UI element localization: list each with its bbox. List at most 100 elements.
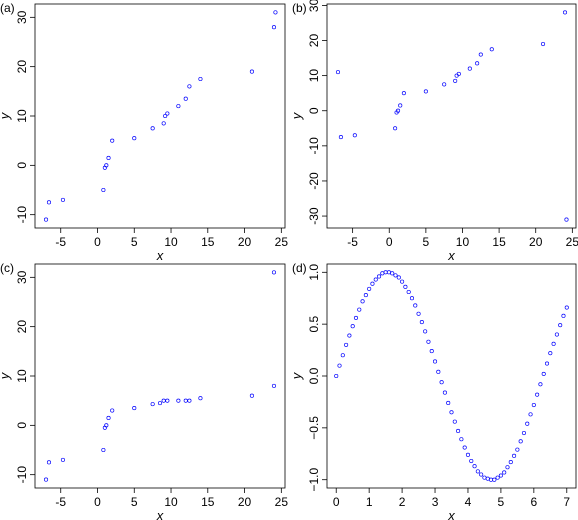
point	[423, 89, 428, 94]
point	[161, 121, 166, 126]
y-tick-label: 0	[307, 107, 321, 114]
x-tick-label: 20	[529, 235, 543, 249]
y-tick-label: 0	[15, 422, 29, 429]
point	[367, 286, 372, 291]
point	[442, 390, 447, 395]
y-tick-label: 30	[15, 270, 29, 284]
point	[110, 408, 115, 413]
point	[150, 402, 155, 407]
y-tick-label: 1.0	[307, 264, 321, 281]
point	[396, 275, 401, 280]
y-tick-label: 20	[15, 320, 29, 334]
point	[165, 111, 170, 116]
point	[502, 470, 507, 475]
point	[531, 402, 536, 408]
point	[347, 333, 352, 338]
panel-title: (a)	[0, 1, 15, 15]
plot-frame	[34, 3, 286, 229]
point	[449, 410, 454, 415]
panel-title: (b)	[292, 1, 307, 15]
point	[271, 383, 277, 388]
point	[198, 76, 203, 82]
point	[432, 359, 438, 364]
point	[176, 104, 181, 109]
point	[398, 103, 403, 108]
point	[485, 476, 490, 481]
point	[163, 113, 168, 119]
x-tick-label: 0	[333, 495, 340, 509]
point	[132, 406, 137, 411]
point	[183, 398, 188, 403]
y-tick-label: -10	[307, 137, 321, 155]
x-tick-label: -5	[55, 495, 66, 509]
point	[439, 380, 444, 385]
x-tick-label: 10	[456, 235, 470, 249]
point	[453, 78, 458, 83]
point	[406, 289, 411, 295]
y-axis-label: y	[289, 111, 304, 120]
point	[465, 452, 471, 457]
panel-title: (c)	[0, 261, 14, 275]
point	[429, 349, 434, 354]
point	[562, 10, 568, 15]
point	[475, 469, 480, 474]
point	[544, 361, 550, 366]
point	[46, 200, 52, 205]
x-tick-label: 0	[94, 235, 101, 249]
x-tick-label: 5	[131, 495, 138, 509]
point	[403, 284, 408, 289]
point	[340, 353, 345, 358]
y-tick-label: 30	[15, 10, 29, 24]
x-tick-label: 20	[238, 495, 252, 509]
point	[353, 315, 359, 320]
point	[373, 277, 378, 282]
point	[548, 351, 553, 356]
x-tick-label: 0	[386, 235, 393, 249]
point	[518, 439, 523, 444]
point	[442, 82, 447, 87]
point	[380, 271, 385, 276]
x-tick-label: 15	[201, 235, 215, 249]
point	[101, 447, 106, 453]
point	[498, 473, 503, 478]
point	[564, 305, 569, 310]
x-tick-label: 2	[399, 495, 406, 509]
y-tick-label: −0.5	[307, 416, 321, 440]
x-tick-label: 0	[94, 495, 101, 509]
point	[564, 217, 569, 222]
point	[60, 457, 65, 462]
point	[198, 396, 203, 401]
point	[541, 371, 546, 376]
point	[561, 313, 566, 318]
point	[393, 273, 398, 278]
point	[505, 465, 510, 470]
point	[426, 339, 431, 344]
point	[360, 299, 365, 304]
x-tick-label: 4	[465, 495, 472, 509]
point	[338, 135, 343, 140]
x-axis-label: x	[447, 248, 455, 263]
point	[558, 323, 563, 328]
point	[478, 52, 483, 57]
point	[492, 477, 497, 482]
y-tick-label: 0.0	[307, 367, 321, 384]
y-tick-label: 10	[15, 369, 29, 383]
x-tick-label: 10	[164, 495, 178, 509]
y-axis-label: y	[0, 371, 12, 380]
point	[132, 136, 137, 141]
x-tick-label: 15	[201, 495, 215, 509]
x-tick-label: 7	[563, 495, 570, 509]
y-tick-label: -30	[307, 207, 321, 225]
x-tick-label: 5	[423, 235, 430, 249]
point	[395, 108, 401, 113]
point	[187, 398, 192, 403]
point	[551, 341, 556, 346]
y-tick-label: 10	[15, 109, 29, 123]
point	[535, 392, 540, 397]
x-tick-label: -5	[55, 235, 66, 249]
point	[249, 393, 254, 398]
point	[538, 382, 543, 387]
y-tick-label: 10	[307, 69, 321, 83]
point	[456, 428, 461, 434]
